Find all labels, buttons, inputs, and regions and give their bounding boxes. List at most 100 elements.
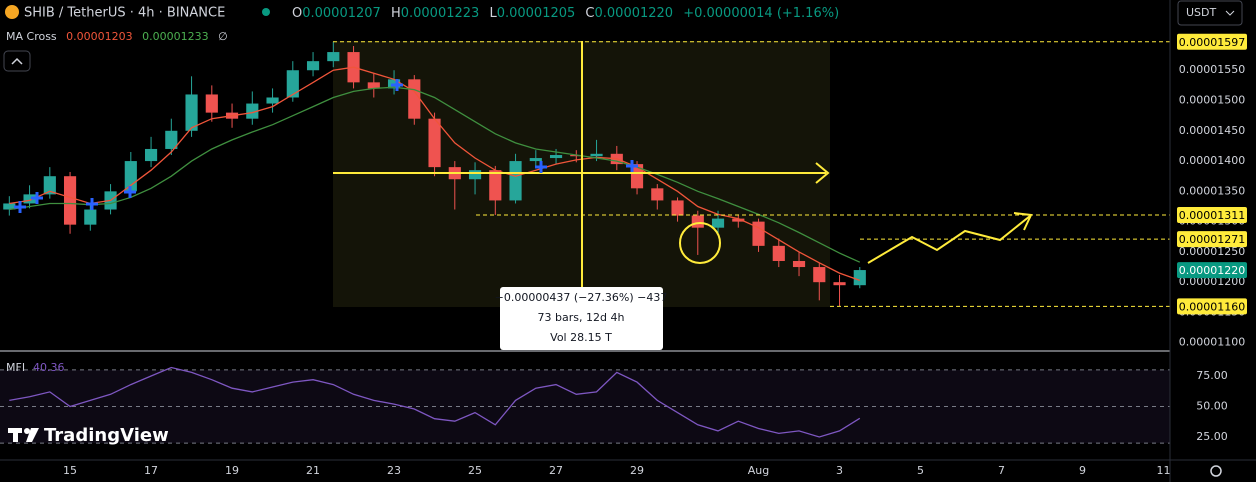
price-badge bbox=[1177, 33, 1247, 50]
y-tick-label: 0.00001500 bbox=[1179, 94, 1245, 107]
x-tick-label: 23 bbox=[387, 464, 401, 477]
logo-icon bbox=[8, 428, 39, 442]
candle-body bbox=[630, 164, 644, 189]
indicator-title: MA Cross bbox=[6, 30, 57, 43]
currency: USDT bbox=[1186, 6, 1217, 19]
candle-body bbox=[752, 221, 765, 246]
ohlc-value: 0.00001205 bbox=[497, 6, 576, 21]
mfi-line bbox=[9, 366, 861, 438]
candle-body bbox=[691, 215, 704, 228]
indicator-symbol: ∅ bbox=[218, 30, 228, 43]
signal bbox=[31, 192, 43, 204]
symbol: SHIB / TetherUS · 4h · BINANCE bbox=[24, 6, 225, 21]
candle-body bbox=[306, 61, 320, 71]
candle-body bbox=[509, 161, 522, 201]
candle-body bbox=[23, 194, 36, 204]
price-badge-label: 0.00001160 bbox=[1179, 300, 1245, 313]
projection-arrow bbox=[867, 215, 1031, 264]
candle-body bbox=[43, 176, 56, 195]
y-tick-label: 0.00001400 bbox=[1179, 154, 1245, 167]
price-badge bbox=[1177, 231, 1247, 248]
price-badge-label: 0.00001220 bbox=[1179, 264, 1245, 277]
y-tick-label: 0.00001200 bbox=[1179, 275, 1245, 288]
grid-layer bbox=[0, 369, 1170, 444]
x-tick-label: 9 bbox=[1079, 464, 1086, 477]
projection-arrow-head bbox=[1013, 212, 1033, 231]
signal bbox=[391, 79, 403, 91]
price-badge-label: 0.00001271 bbox=[1179, 233, 1245, 246]
dropdown-icon bbox=[1225, 10, 1235, 16]
logo: TradingView bbox=[44, 425, 169, 446]
y-tick-label: 0.00001250 bbox=[1179, 245, 1245, 258]
y-tick-label: 0.00001450 bbox=[1179, 124, 1245, 137]
candle-body bbox=[833, 282, 846, 286]
ohlc-label: O bbox=[292, 6, 302, 21]
x-tick-label: 7 bbox=[998, 464, 1005, 477]
measure-tooltip bbox=[500, 287, 663, 350]
candle-body bbox=[529, 158, 542, 162]
measure-change: −0.00000437 (−27.36%) −437 bbox=[495, 291, 668, 304]
annotations bbox=[333, 41, 1033, 350]
ohlc-label: H bbox=[391, 6, 401, 21]
candle-body bbox=[590, 153, 603, 157]
symbol-icon bbox=[5, 5, 19, 19]
candle-body bbox=[408, 79, 421, 119]
mfi-value: 40.36 bbox=[33, 361, 65, 374]
logo-part bbox=[13, 428, 18, 442]
ohlc-value: 0.00001223 bbox=[401, 6, 480, 21]
settings-icon[interactable] bbox=[1210, 465, 1222, 477]
logo-part bbox=[24, 428, 30, 434]
indicator-value: 0.00001233 bbox=[142, 30, 208, 43]
y-tick-label: 0.00001550 bbox=[1179, 63, 1245, 76]
candle-body bbox=[165, 130, 178, 149]
signal bbox=[14, 201, 26, 213]
price-badge bbox=[1177, 206, 1247, 223]
x-tick-label: 27 bbox=[549, 464, 563, 477]
candle-body bbox=[813, 267, 826, 283]
x-tick-label: 21 bbox=[306, 464, 320, 477]
ma-line bbox=[9, 66, 861, 282]
ohlc-label: C bbox=[585, 6, 594, 21]
x-tick-label: 29 bbox=[630, 464, 644, 477]
change: +0.00000014 (+1.16%) bbox=[683, 6, 839, 21]
signal bbox=[535, 161, 547, 173]
axes-layer: 15 17 19 21 23 25 27 29 Aug 3 5 7 9 11 0.00001100 0.000… bbox=[63, 33, 1247, 477]
candle-body bbox=[671, 200, 684, 216]
candle-body bbox=[651, 188, 664, 201]
measure-volume: Vol 28.15 T bbox=[550, 331, 612, 344]
candle-body bbox=[205, 94, 218, 113]
candle-body bbox=[792, 260, 806, 268]
arrow-head bbox=[815, 162, 830, 184]
x-tick-label: 3 bbox=[836, 464, 843, 477]
candle-body bbox=[327, 52, 340, 62]
x-tick-label: 5 bbox=[917, 464, 924, 477]
candle-body bbox=[84, 209, 97, 225]
collapse-icon bbox=[11, 57, 23, 65]
currency-select[interactable] bbox=[1177, 0, 1243, 26]
candle-body bbox=[732, 218, 745, 222]
signal bbox=[124, 186, 136, 198]
candle-body bbox=[286, 70, 299, 98]
x-tick-label: 19 bbox=[225, 464, 239, 477]
candle-body bbox=[266, 97, 279, 104]
indicator-name: MA Cross 0.00001203 0.00001233 ∅ bbox=[6, 30, 228, 43]
x-tick-label: 11 bbox=[1157, 464, 1171, 477]
signal-crosses bbox=[14, 79, 638, 213]
collapse-button[interactable] bbox=[3, 50, 31, 72]
x-tick-label: 25 bbox=[468, 464, 482, 477]
y-tick-label: 25.00 bbox=[1196, 430, 1228, 443]
status-dot bbox=[262, 8, 270, 16]
ma-line bbox=[9, 86, 861, 263]
price-badge-label: 0.00001597 bbox=[1179, 36, 1245, 49]
y-tick-label: 50.00 bbox=[1196, 400, 1228, 413]
indicator-value: 0.00001203 bbox=[66, 30, 132, 43]
candle-body bbox=[468, 170, 482, 180]
signal bbox=[626, 160, 638, 172]
candle-body bbox=[185, 94, 198, 131]
candle-body bbox=[3, 203, 16, 210]
ohlc-value: 0.00001207 bbox=[302, 6, 381, 21]
candle-body bbox=[428, 118, 441, 168]
price-badge bbox=[1177, 298, 1247, 315]
